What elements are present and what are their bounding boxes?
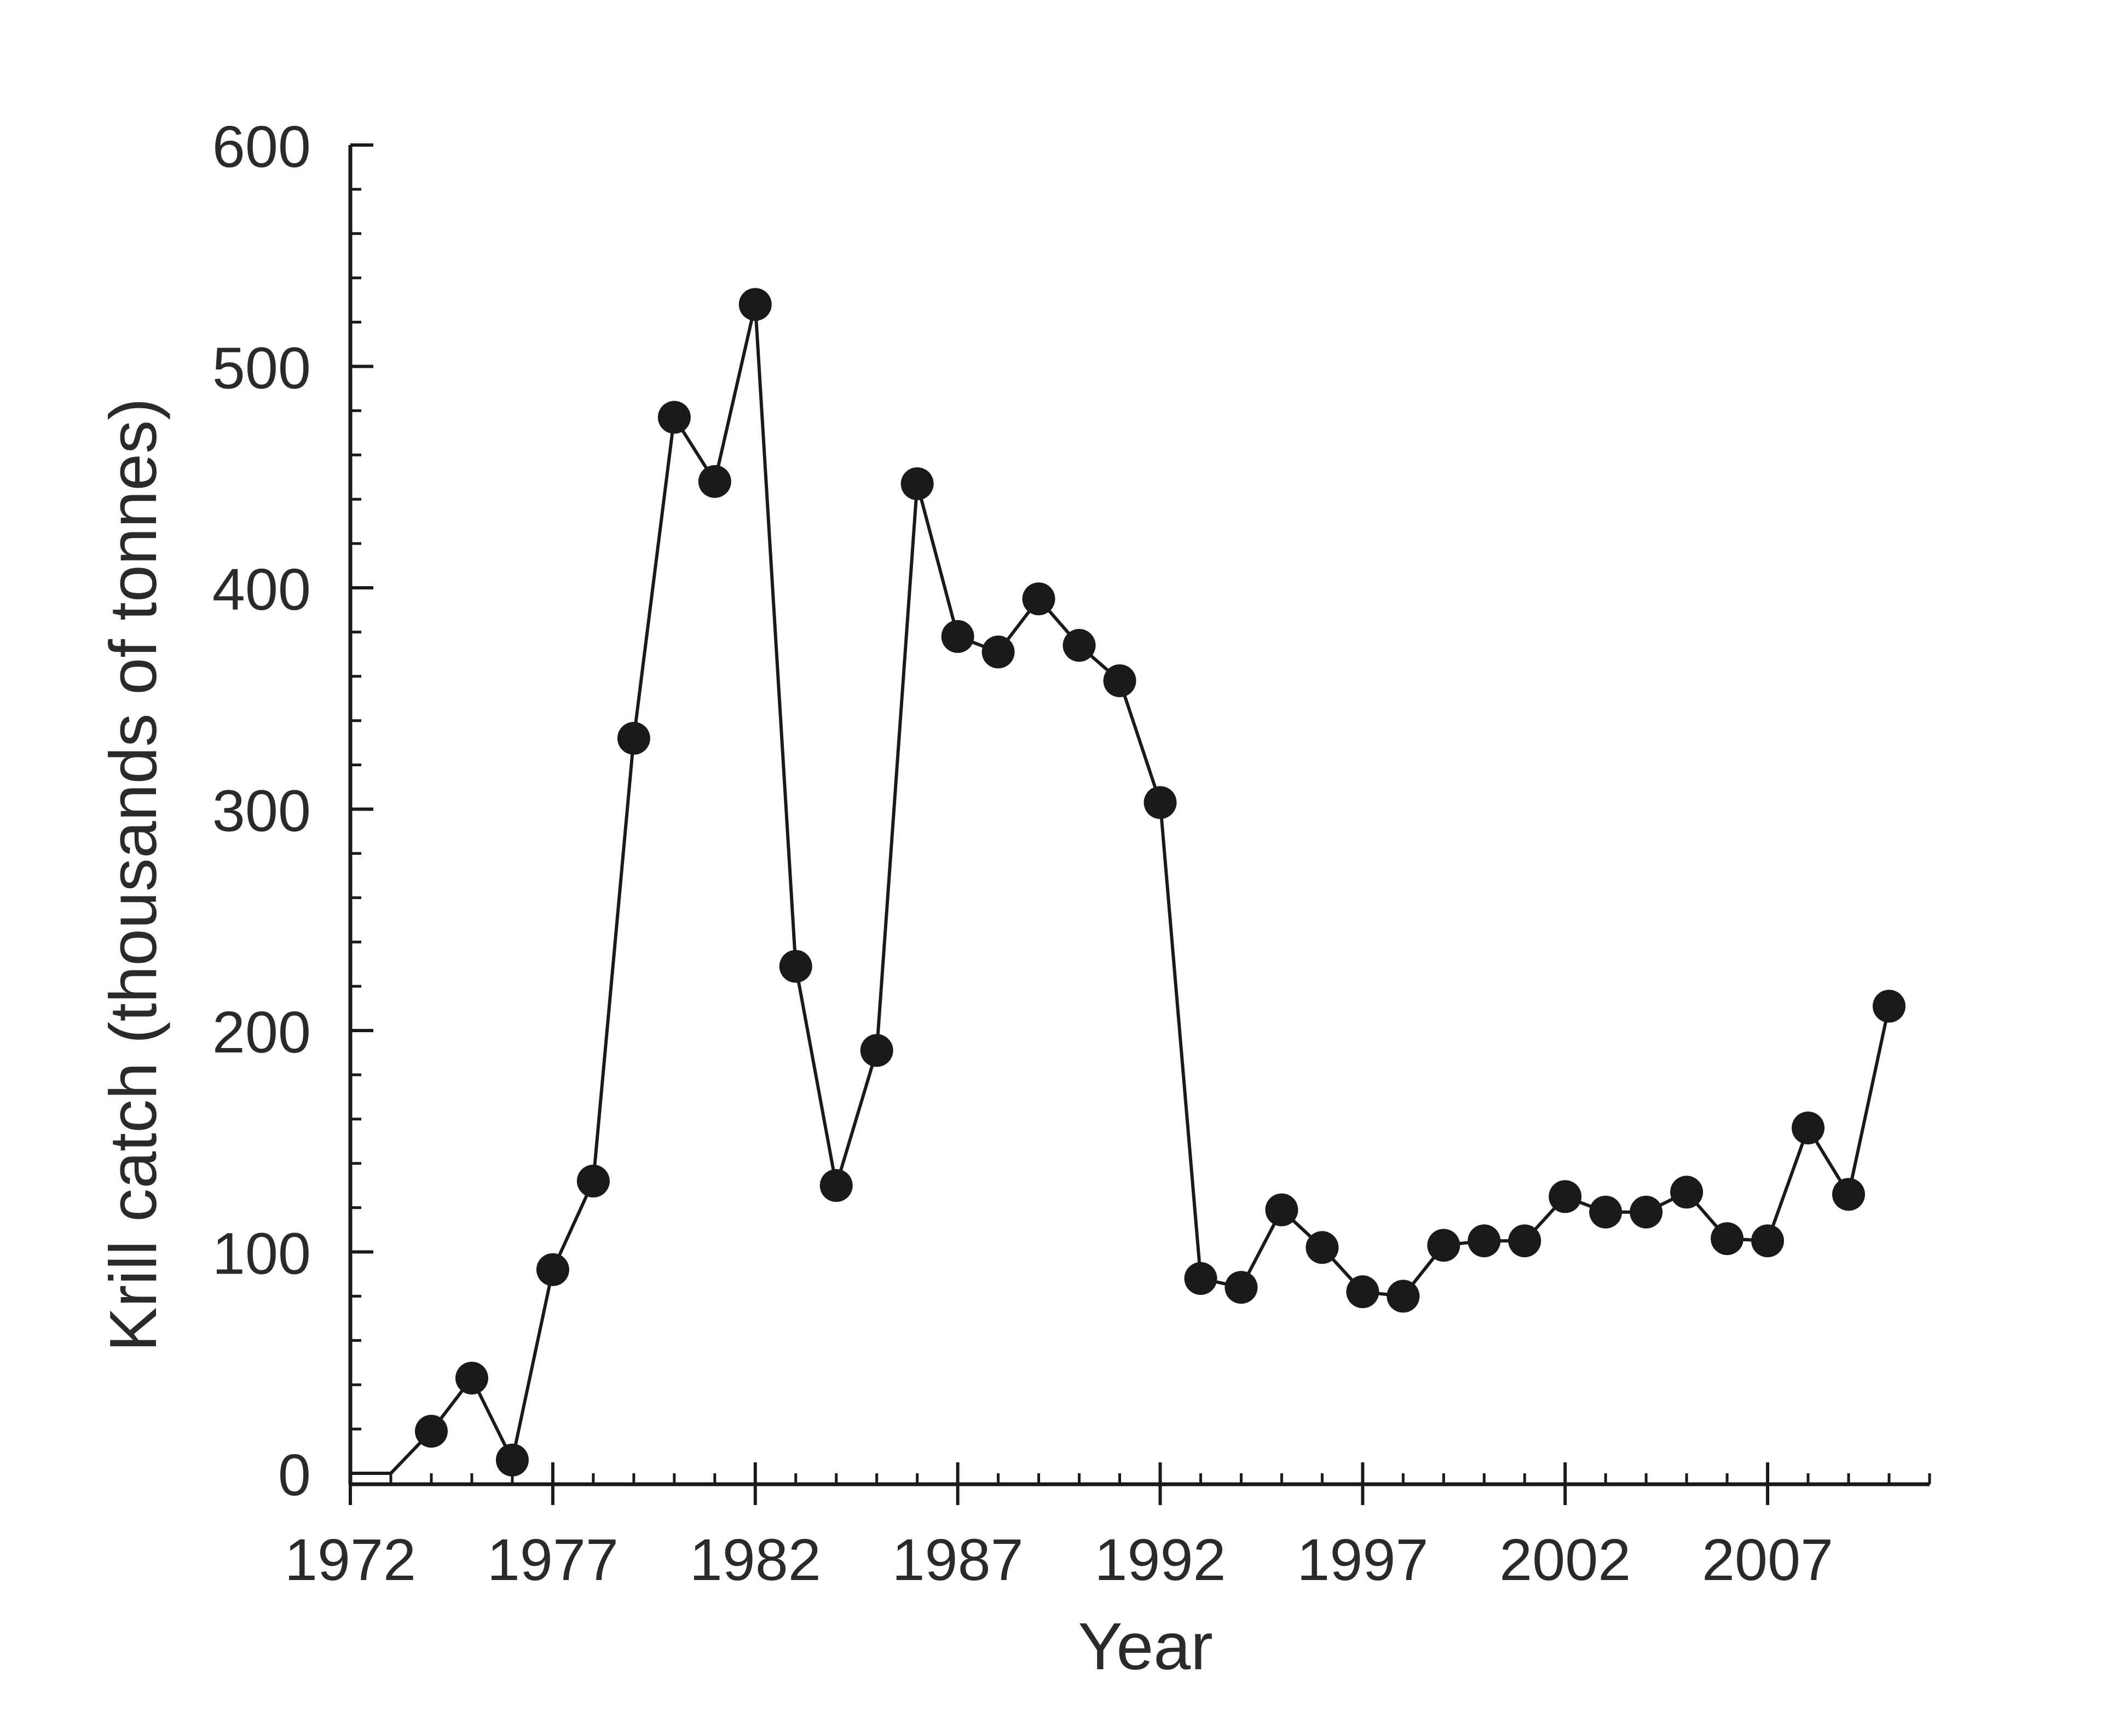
x-axis-title: Year: [1078, 1609, 1213, 1683]
data-point: [1711, 1222, 1744, 1255]
data-point: [576, 1165, 610, 1198]
data-point: [1387, 1280, 1420, 1313]
y-tick-label: 600: [212, 113, 311, 180]
x-tick-label: 1987: [892, 1526, 1023, 1593]
data-point: [860, 1034, 893, 1067]
data-point: [1630, 1195, 1663, 1229]
data-point: [1225, 1271, 1258, 1304]
data-point: [1832, 1178, 1866, 1211]
data-point: [1062, 629, 1096, 662]
data-point: [495, 1443, 529, 1477]
data-point: [1589, 1195, 1622, 1229]
x-tick-label: 2007: [1702, 1526, 1833, 1593]
x-tick-label: 1997: [1297, 1526, 1428, 1593]
data-point: [1427, 1229, 1460, 1262]
data-point: [1022, 582, 1055, 616]
data-point: [1751, 1224, 1785, 1258]
data-point: [1873, 989, 1906, 1023]
data-point: [1549, 1180, 1582, 1213]
data-point: [981, 635, 1015, 669]
data-point: [657, 401, 691, 434]
x-tick-label: 1982: [690, 1526, 821, 1593]
y-tick-label: 400: [212, 556, 311, 622]
data-point: [1346, 1275, 1379, 1309]
data-point: [941, 620, 974, 653]
data-point: [819, 1169, 853, 1202]
data-point: [1670, 1176, 1703, 1209]
data-point: [738, 288, 772, 321]
y-tick-label: 100: [212, 1220, 311, 1287]
y-tick-label: 0: [278, 1442, 311, 1508]
y-tick-label: 300: [212, 778, 311, 844]
axis-ticks: 0 100 200 300 400 500 600 1972 1977 1982 1987 1992 1…: [212, 113, 1931, 1593]
x-tick-label: 1992: [1094, 1526, 1226, 1593]
x-tick-label: 2002: [1499, 1526, 1631, 1593]
data-point: [900, 467, 934, 500]
x-tick-label: 1977: [487, 1526, 619, 1593]
y-axis-title: Krill catch (thousands of tonnes): [96, 398, 170, 1352]
data-point: [1265, 1193, 1298, 1226]
y-tick-label: 200: [212, 999, 311, 1065]
data-point: [779, 950, 812, 983]
data-point: [1508, 1224, 1541, 1258]
data-point: [698, 465, 731, 498]
data-point: [1103, 664, 1136, 697]
y-tick-label: 500: [212, 335, 311, 401]
data-point: [455, 1362, 488, 1395]
data-point: [414, 1415, 448, 1448]
data-point: [1306, 1231, 1339, 1264]
x-tick-label: 1972: [285, 1526, 416, 1593]
data-point: [617, 722, 650, 755]
series-line: [350, 303, 1891, 1475]
data-point: [1184, 1262, 1217, 1295]
axes: [348, 145, 1930, 1486]
data-series: [350, 288, 1906, 1477]
data-point: [1144, 786, 1177, 819]
data-point: [1468, 1224, 1501, 1258]
data-point: [536, 1253, 569, 1286]
data-point: [1792, 1111, 1825, 1144]
